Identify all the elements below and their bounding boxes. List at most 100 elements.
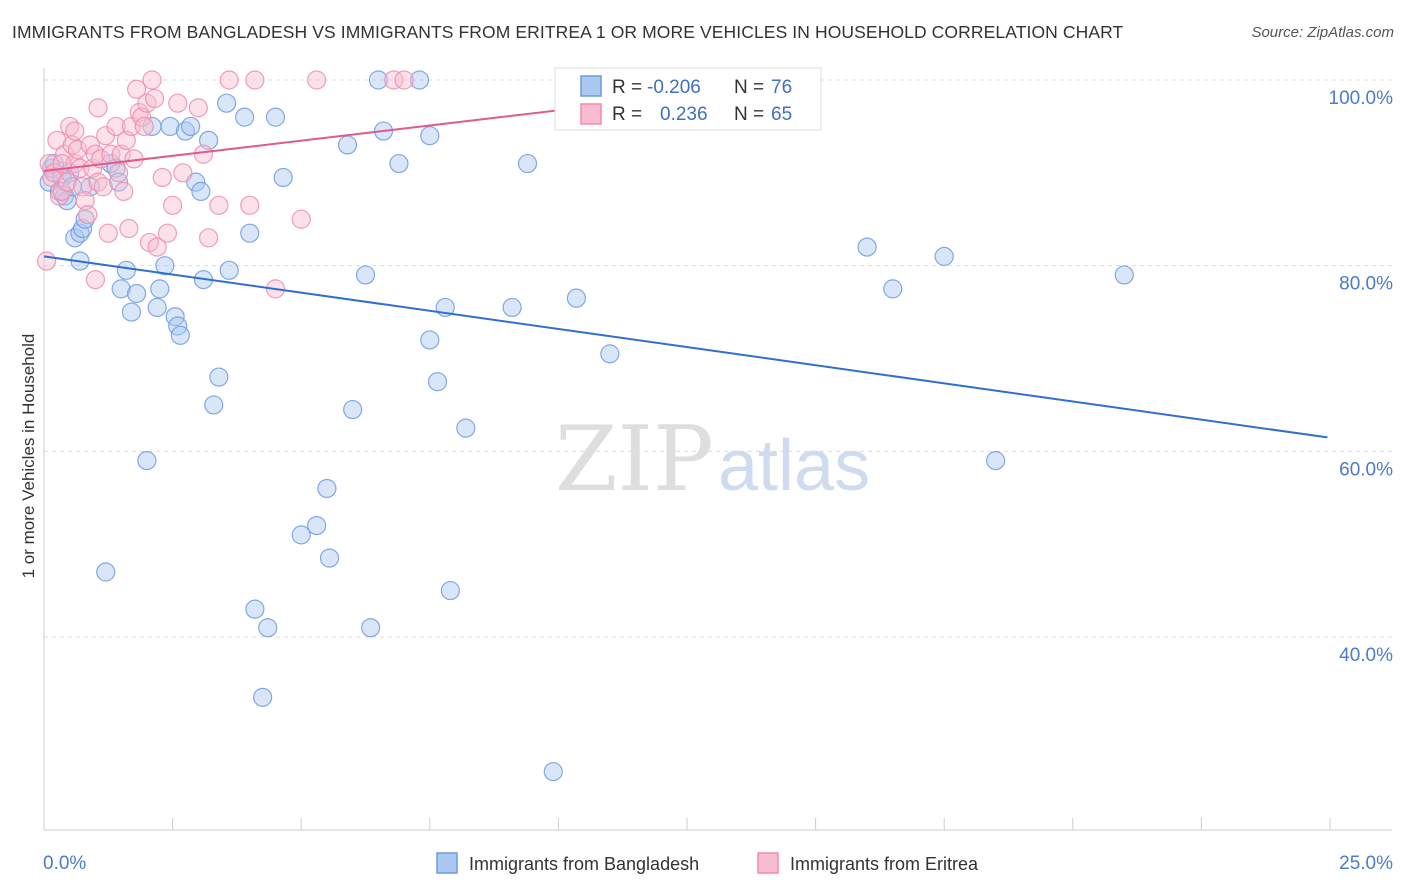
point-bangladesh-56 — [368, 70, 388, 90]
point-eritrea-12 — [67, 140, 88, 160]
point-bangladesh-26 — [155, 256, 175, 276]
x-tick-label-1: 25.0% — [1339, 853, 1393, 874]
point-bangladesh-30 — [170, 325, 190, 345]
point-eritrea-59 — [394, 70, 414, 90]
watermark: ZIP atlas — [555, 407, 870, 512]
point-bangladesh-74 — [986, 451, 1006, 471]
point-bangladesh-39 — [217, 93, 237, 113]
point-bangladesh-44 — [253, 687, 273, 707]
bottom-legend-label-bangladesh: Immigrants from Bangladesh — [469, 854, 699, 874]
watermark-zip: ZIP — [555, 407, 714, 512]
legend-n-value-bangladesh: 76 — [771, 77, 792, 98]
y-tick-label-0: 100.0% — [1329, 88, 1394, 109]
point-bangladesh-53 — [343, 399, 363, 420]
point-bangladesh-24 — [147, 297, 167, 318]
bottom-legend-swatch-bangladesh — [436, 852, 458, 874]
point-eritrea-57 — [307, 70, 327, 90]
point-eritrea-53 — [240, 195, 260, 215]
point-eritrea-56 — [291, 209, 311, 229]
point-bangladesh-62 — [427, 372, 448, 392]
legend-swatch-eritrea — [580, 103, 602, 125]
point-eritrea-29 — [114, 181, 134, 201]
point-eritrea-42 — [147, 237, 167, 257]
point-bangladesh-21 — [126, 283, 147, 304]
data-points — [36, 70, 1134, 782]
point-eritrea-34 — [126, 79, 147, 99]
y-tick-labels: 100.0% 80.0% 60.0% 40.0% — [1329, 88, 1394, 666]
point-eritrea-16 — [78, 205, 98, 225]
point-eritrea-22 — [93, 177, 113, 197]
legend-n-value-eritrea: 65 — [771, 104, 792, 125]
point-bangladesh-27 — [160, 116, 180, 137]
legend-swatch-bangladesh — [580, 75, 602, 97]
point-eritrea-43 — [152, 167, 172, 188]
point-bangladesh-33 — [186, 172, 206, 192]
legend-n-label-eritrea: N = — [734, 104, 764, 125]
point-eritrea-61 — [85, 269, 106, 290]
point-bangladesh-45 — [258, 618, 278, 638]
point-eritrea-63 — [88, 98, 108, 118]
bottom-legend: Immigrants from Bangladesh Immigrants fr… — [436, 852, 979, 874]
point-bangladesh-54 — [355, 265, 376, 285]
bottom-legend-swatch-eritrea — [757, 852, 779, 874]
point-bangladesh-67 — [517, 153, 538, 174]
legend-r-value-bangladesh: -0.206 — [647, 77, 701, 98]
point-eritrea-54 — [245, 70, 265, 90]
point-bangladesh-49 — [307, 515, 327, 536]
point-bangladesh-22 — [137, 451, 157, 471]
point-eritrea-17 — [80, 135, 100, 155]
bottom-legend-label-eritrea: Immigrants from Eritrea — [790, 854, 979, 874]
point-bangladesh-25 — [150, 279, 170, 299]
point-eritrea-58 — [384, 70, 404, 90]
point-eritrea-52 — [219, 70, 239, 90]
point-bangladesh-38 — [209, 367, 229, 387]
point-bangladesh-20 — [121, 302, 142, 322]
chart-title: IMMIGRANTS FROM BANGLADESH VS IMMIGRANTS… — [12, 22, 1124, 42]
point-eritrea-48 — [188, 98, 208, 118]
point-bangladesh-48 — [291, 525, 311, 545]
y-tick-label-3: 40.0% — [1339, 645, 1393, 666]
point-eritrea-26 — [106, 116, 126, 137]
point-eritrea-40 — [142, 70, 162, 90]
point-eritrea-0 — [36, 251, 57, 271]
point-eritrea-44 — [157, 223, 178, 243]
point-eritrea-31 — [119, 218, 139, 239]
point-eritrea-49 — [193, 144, 214, 164]
point-eritrea-27 — [108, 163, 129, 183]
legend-r-label-bangladesh: R = — [612, 77, 642, 98]
point-bangladesh-41 — [235, 107, 255, 127]
point-bangladesh-51 — [319, 548, 340, 568]
point-eritrea-47 — [173, 163, 193, 183]
point-bangladesh-75 — [1114, 265, 1134, 285]
point-bangladesh-42 — [240, 223, 260, 243]
legend-n-label-bangladesh: N = — [734, 77, 764, 98]
point-eritrea-6 — [52, 181, 72, 201]
point-bangladesh-19 — [116, 260, 136, 280]
point-bangladesh-40 — [219, 260, 239, 280]
point-bangladesh-66 — [502, 297, 522, 318]
point-bangladesh-76 — [96, 562, 116, 582]
point-eritrea-15 — [75, 191, 95, 211]
point-bangladesh-46 — [265, 107, 286, 127]
point-bangladesh-69 — [566, 288, 587, 308]
point-eritrea-37 — [134, 116, 154, 137]
grid-lines — [44, 79, 1392, 638]
point-bangladesh-61 — [420, 126, 440, 146]
axes — [43, 68, 1392, 831]
point-bangladesh-52 — [337, 135, 358, 155]
y-axis-label: 1 or more Vehicles in Household — [19, 334, 38, 579]
point-bangladesh-68 — [543, 762, 563, 782]
x-tick-labels: 0.0% 25.0% — [43, 853, 1393, 874]
y-tick-label-2: 60.0% — [1339, 459, 1393, 480]
point-eritrea-45 — [163, 195, 183, 215]
point-bangladesh-65 — [456, 418, 476, 438]
point-bangladesh-34 — [191, 181, 211, 201]
trend-lines — [43, 79, 1328, 439]
y-tick-label-1: 80.0% — [1339, 274, 1393, 295]
point-bangladesh-73 — [934, 246, 954, 266]
point-bangladesh-59 — [409, 70, 430, 90]
x-tick-label-0: 0.0% — [43, 853, 86, 874]
point-bangladesh-47 — [273, 167, 293, 188]
point-eritrea-46 — [168, 93, 188, 113]
